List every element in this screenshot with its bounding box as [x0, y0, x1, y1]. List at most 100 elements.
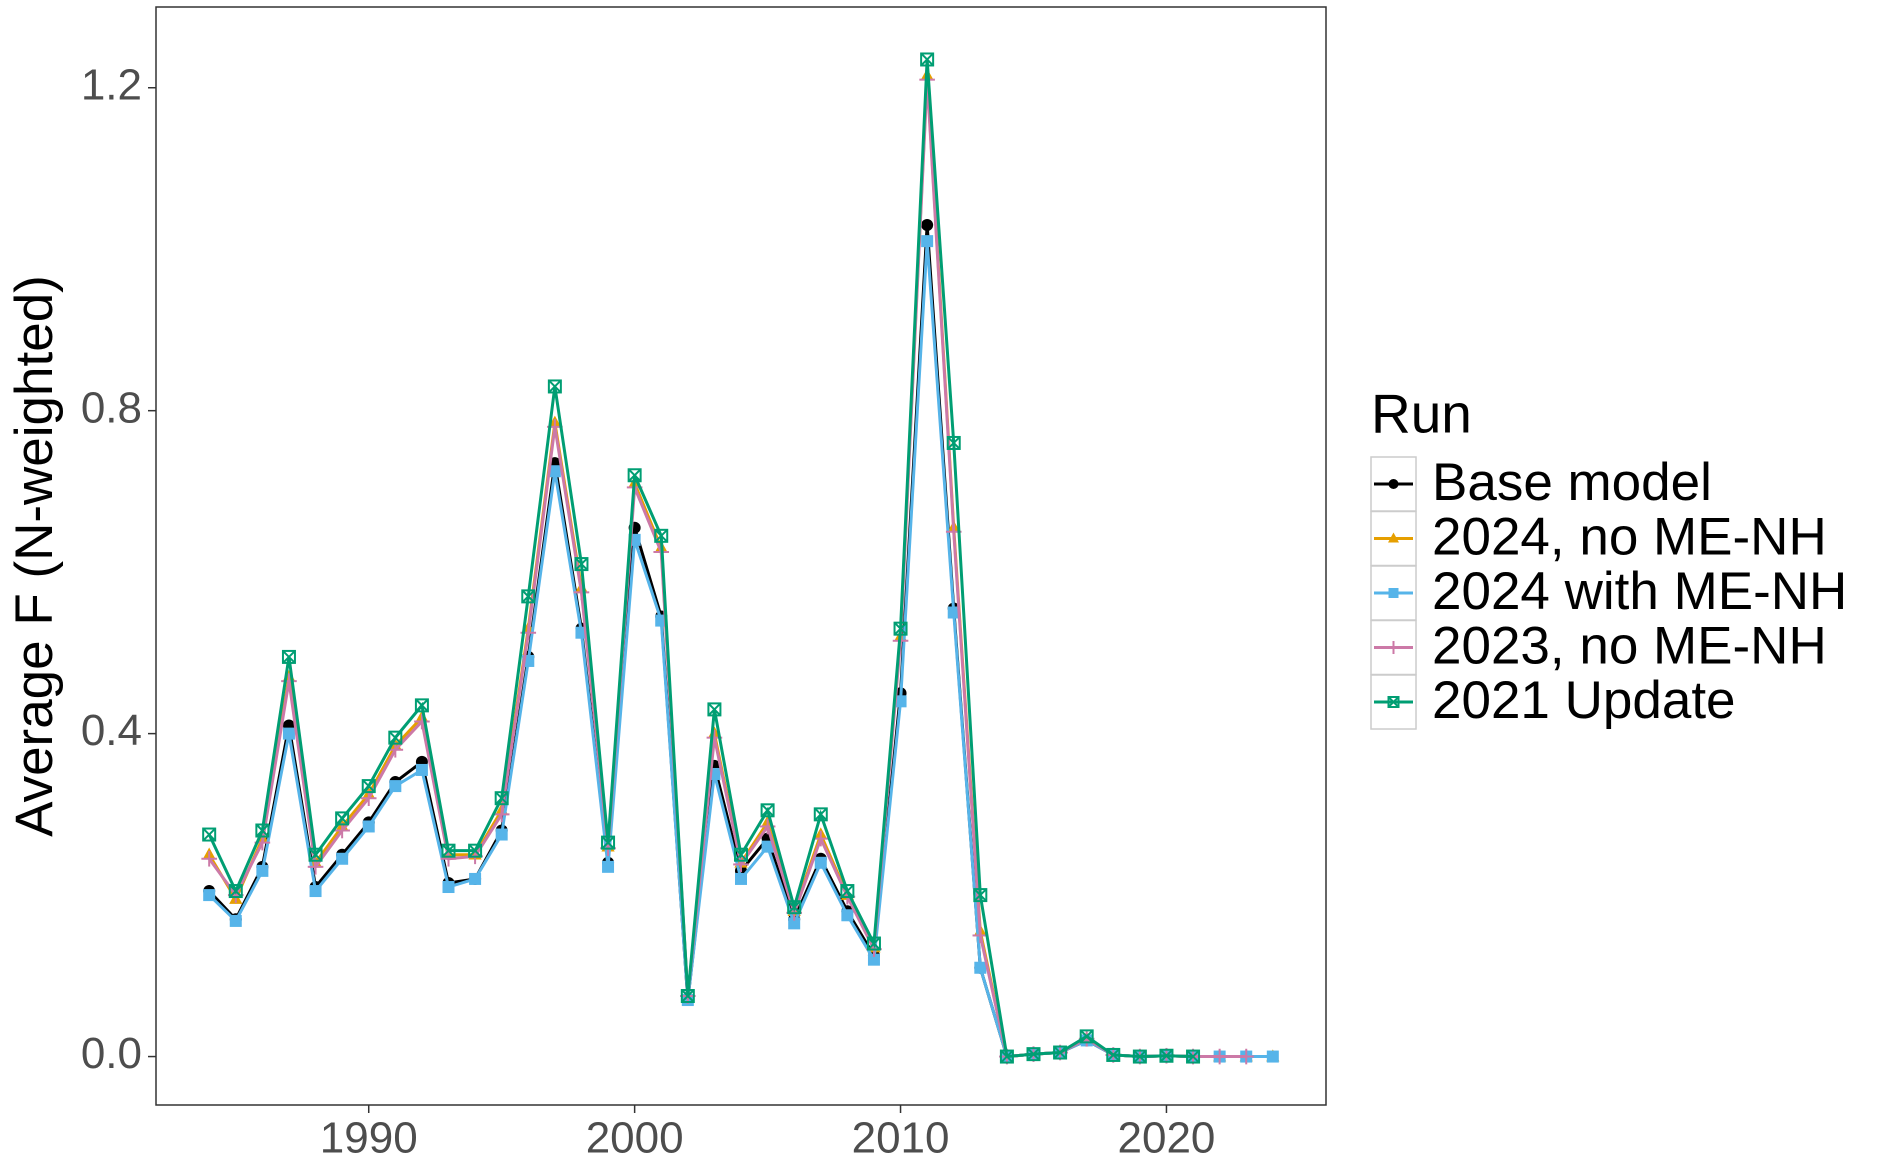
marker-shape: [840, 884, 855, 899]
x-tick-label: 2020: [1118, 1114, 1216, 1161]
marker: [840, 884, 855, 899]
marker: [999, 1049, 1014, 1064]
marker: [1132, 1049, 1147, 1064]
marker-shape: [1388, 479, 1399, 489]
marker-shape: [1159, 1048, 1174, 1063]
legend-label: Base model: [1432, 453, 1712, 512]
marker-shape: [974, 961, 987, 974]
marker: [229, 914, 242, 927]
marker: [414, 713, 430, 730]
marker: [921, 235, 934, 248]
marker: [336, 852, 349, 865]
marker: [1106, 1047, 1121, 1062]
marker-shape: [814, 807, 828, 822]
marker: [1387, 696, 1400, 708]
marker: [602, 860, 615, 873]
marker-shape: [999, 1049, 1014, 1064]
marker: [574, 557, 589, 572]
marker: [788, 917, 801, 930]
marker-shape: [1132, 1049, 1147, 1064]
marker-shape: [415, 763, 428, 776]
marker-shape: [947, 436, 961, 450]
marker-shape: [867, 936, 881, 951]
marker-shape: [893, 621, 908, 636]
marker-shape: [308, 848, 323, 862]
marker-shape: [1106, 1048, 1120, 1062]
marker-shape: [1079, 1029, 1094, 1044]
marker-shape: [654, 528, 669, 543]
marker-shape: [494, 791, 509, 805]
marker-shape: [1053, 1045, 1068, 1060]
marker-shape: [229, 884, 243, 898]
marker: [1026, 1047, 1041, 1062]
marker-shape: [362, 779, 376, 793]
marker-shape: [1388, 588, 1399, 598]
marker-shape: [336, 852, 349, 865]
marker: [335, 811, 350, 826]
marker: [256, 864, 269, 877]
marker-shape: [574, 557, 589, 571]
marker-shape: [281, 649, 296, 664]
marker-shape: [1266, 1050, 1279, 1063]
marker-shape: [335, 811, 350, 826]
marker-shape: [814, 856, 827, 869]
marker-shape: [973, 888, 988, 903]
marker: [547, 379, 562, 394]
marker-shape: [255, 823, 270, 838]
marker: [814, 856, 827, 869]
marker-shape: [866, 936, 881, 951]
marker: [308, 847, 323, 862]
marker-shape: [203, 889, 216, 902]
marker-shape: [947, 606, 960, 619]
legend-title: Run: [1371, 383, 1472, 445]
marker: [361, 779, 376, 794]
marker-shape: [1026, 1047, 1041, 1062]
marker-shape: [255, 823, 270, 838]
y-tick-label: 0.0: [81, 1029, 142, 1078]
marker-shape: [442, 881, 455, 894]
marker: [973, 888, 988, 903]
marker: [548, 465, 561, 478]
marker-shape: [601, 835, 615, 850]
legend-label: 2024, no ME-NH: [1432, 508, 1827, 567]
marker-shape: [282, 650, 296, 664]
marker: [735, 872, 747, 885]
marker: [841, 909, 854, 922]
marker: [1388, 479, 1399, 489]
marker-shape: [760, 803, 775, 818]
marker-shape: [841, 909, 854, 922]
marker-shape: [1388, 532, 1399, 543]
marker: [1211, 1048, 1228, 1065]
marker: [920, 52, 935, 67]
marker: [680, 989, 695, 1004]
marker-shape: [202, 827, 216, 842]
marker-shape: [469, 872, 482, 885]
marker-shape: [1387, 696, 1400, 708]
marker: [1388, 588, 1399, 598]
marker: [1079, 1029, 1094, 1044]
marker-shape: [787, 900, 801, 914]
marker-shape: [1186, 1049, 1201, 1064]
marker-shape: [735, 872, 747, 885]
marker-shape: [601, 835, 616, 850]
marker-shape: [707, 702, 722, 717]
marker: [734, 847, 748, 862]
legend-label: 2021 Update: [1432, 671, 1736, 730]
marker-shape: [1053, 1045, 1067, 1060]
marker-shape: [256, 864, 269, 877]
marker-shape: [946, 435, 961, 450]
marker: [573, 584, 590, 601]
marker-shape: [894, 695, 907, 708]
marker-shape: [282, 727, 295, 740]
marker: [388, 730, 403, 745]
plot-panel: [155, 6, 1327, 1106]
marker-shape: [388, 730, 403, 745]
marker-shape: [921, 235, 934, 248]
marker-shape: [627, 468, 642, 483]
marker-shape: [202, 827, 217, 842]
marker-shape: [495, 828, 508, 841]
marker-shape: [548, 379, 562, 394]
marker: [309, 885, 322, 898]
marker-shape: [920, 52, 935, 67]
marker: [281, 649, 296, 664]
